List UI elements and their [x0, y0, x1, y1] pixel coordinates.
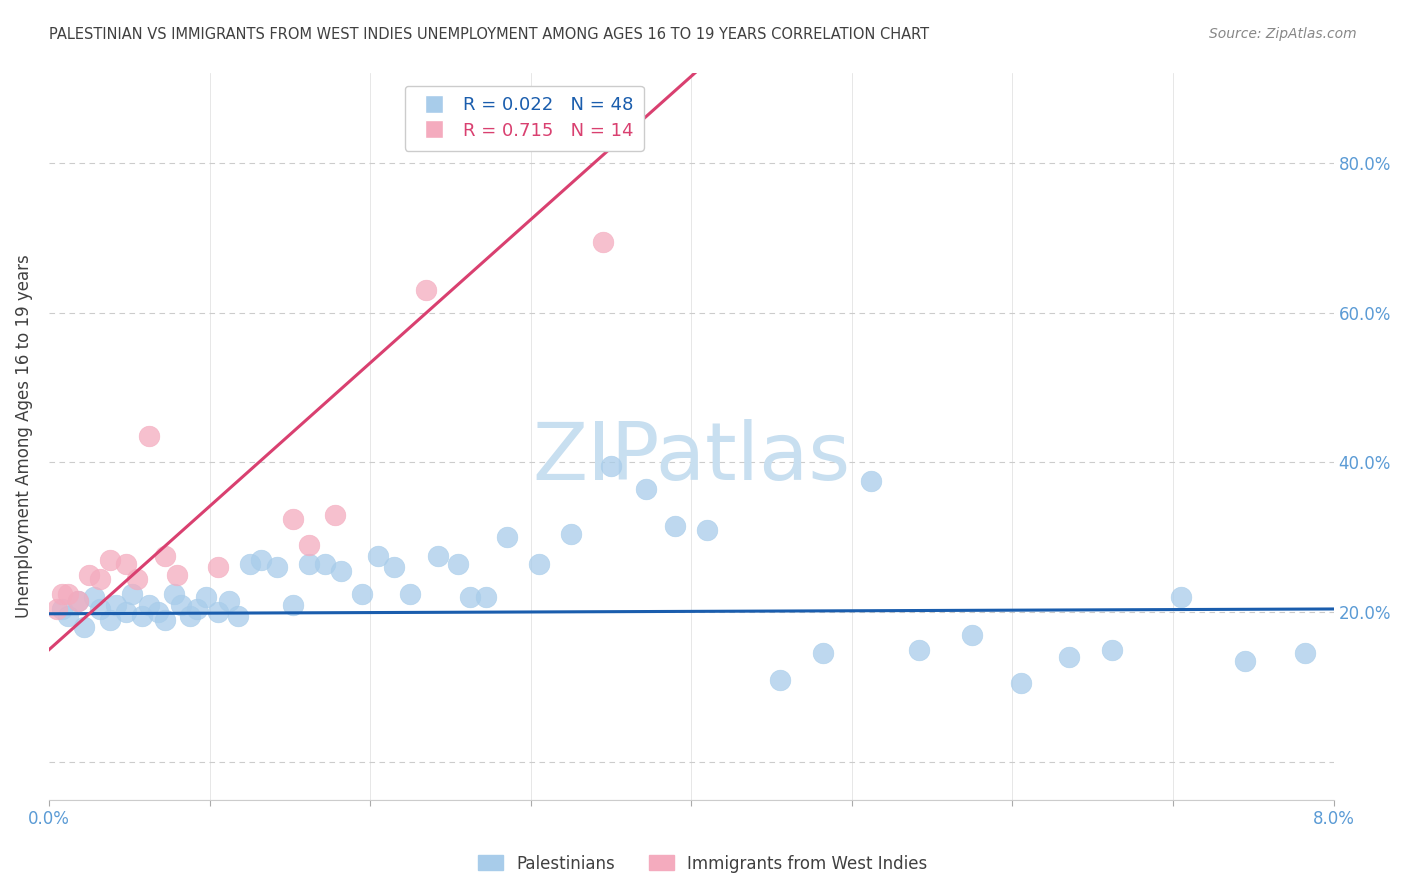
Point [77, 567, 100, 582]
Point [166, 567, 188, 582]
Point [179, 609, 201, 624]
Point [138, 598, 160, 612]
Point [382, 560, 405, 574]
Point [1101, 642, 1123, 657]
Point [207, 560, 229, 574]
Point [281, 511, 304, 525]
Point [46, 601, 69, 615]
Point [105, 598, 128, 612]
Point [664, 519, 686, 533]
Point [228, 609, 250, 624]
Point [115, 605, 138, 619]
Text: PALESTINIAN VS IMMIGRANTS FROM WEST INDIES UNEMPLOYMENT AMONG AGES 16 TO 19 YEAR: PALESTINIAN VS IMMIGRANTS FROM WEST INDI… [49, 27, 929, 42]
Point [768, 673, 790, 687]
Point [298, 557, 321, 571]
Point [51, 601, 73, 615]
Point [146, 605, 169, 619]
Point [89, 601, 111, 615]
Point [266, 560, 288, 574]
Point [66, 594, 89, 608]
Point [314, 557, 336, 571]
Point [127, 572, 149, 586]
Point [218, 594, 240, 608]
Point [83, 591, 105, 605]
Legend: Palestinians, Immigrants from West Indies: Palestinians, Immigrants from West Indie… [472, 848, 934, 880]
Point [1294, 647, 1316, 661]
Point [195, 591, 218, 605]
Point [1057, 650, 1080, 665]
Point [138, 429, 160, 443]
Point [447, 557, 470, 571]
Point [696, 523, 718, 537]
Point [1234, 654, 1257, 668]
Point [1170, 591, 1192, 605]
Text: Source: ZipAtlas.com: Source: ZipAtlas.com [1209, 27, 1357, 41]
Point [169, 598, 191, 612]
Point [560, 526, 582, 541]
Y-axis label: Unemployment Among Ages 16 to 19 years: Unemployment Among Ages 16 to 19 years [15, 254, 32, 618]
Point [98, 553, 121, 567]
Point [89, 572, 111, 586]
Point [239, 557, 262, 571]
Point [58, 586, 80, 600]
Point [811, 647, 834, 661]
Point [860, 474, 883, 488]
Point [323, 508, 346, 522]
Point [131, 609, 153, 624]
Point [527, 557, 550, 571]
Point [352, 586, 374, 600]
Point [600, 459, 623, 474]
Point [51, 586, 73, 600]
Point [98, 613, 121, 627]
Point [207, 605, 229, 619]
Point [474, 591, 496, 605]
Point [330, 564, 353, 578]
Point [592, 235, 614, 249]
Point [298, 538, 321, 552]
Point [495, 530, 517, 544]
Point [908, 642, 931, 657]
Point [415, 283, 437, 297]
Point [281, 598, 304, 612]
Point [153, 549, 176, 563]
Point [121, 586, 143, 600]
Point [163, 586, 186, 600]
Point [73, 620, 96, 634]
Point [115, 557, 138, 571]
Point [458, 591, 481, 605]
Point [153, 613, 176, 627]
Point [66, 594, 89, 608]
Point [186, 601, 208, 615]
Point [636, 482, 658, 496]
Point [367, 549, 389, 563]
Point [399, 586, 422, 600]
Point [426, 549, 449, 563]
Point [1010, 676, 1032, 690]
Point [58, 609, 80, 624]
Legend: R = 0.022   N = 48, R = 0.715   N = 14: R = 0.022 N = 48, R = 0.715 N = 14 [405, 86, 644, 151]
Text: ZIPatlas: ZIPatlas [533, 419, 851, 497]
Point [250, 553, 273, 567]
Point [962, 628, 984, 642]
